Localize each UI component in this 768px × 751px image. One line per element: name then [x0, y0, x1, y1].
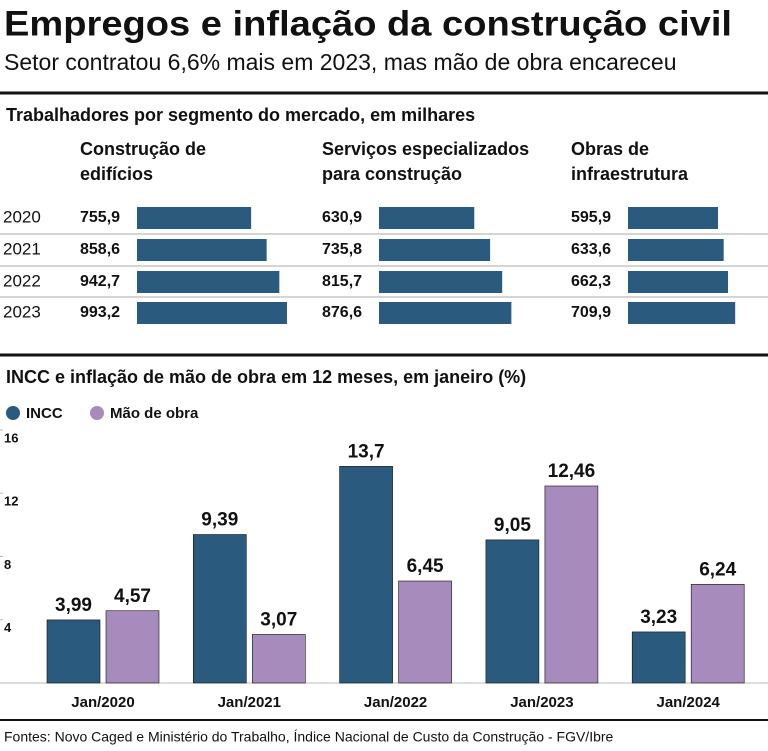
value-label: 993,2	[80, 304, 120, 321]
value-label: 633,6	[571, 241, 611, 258]
value-label: 630,9	[322, 209, 362, 226]
legend-label: INCC	[26, 405, 63, 422]
bar	[137, 207, 252, 229]
legend-label: Mão de obra	[110, 405, 199, 422]
row-label: 2022	[3, 271, 41, 290]
bar	[379, 239, 491, 261]
row-label: 2020	[3, 207, 41, 226]
value-label: 709,9	[571, 304, 611, 321]
value-label: 9,39	[201, 510, 238, 531]
bar	[137, 271, 280, 293]
value-label: 6,45	[407, 556, 444, 577]
bar	[485, 539, 540, 684]
value-label: 12,46	[548, 461, 596, 482]
value-label: 876,6	[322, 304, 362, 321]
x-tick-label: Jan/2022	[364, 694, 427, 711]
value-label: 735,8	[322, 241, 362, 258]
bar	[631, 631, 686, 684]
section-title: Trabalhadores por segmento do mercado, e…	[6, 105, 475, 125]
value-label: 942,7	[80, 273, 120, 290]
source: Fontes: Novo Caged e Ministério do Traba…	[4, 729, 614, 745]
legend-swatch	[90, 406, 104, 420]
value-label: 3,07	[260, 609, 297, 630]
value-label: 858,6	[80, 241, 120, 258]
page-title: Empregos e inflação da construção civil	[4, 4, 732, 43]
row-label: 2021	[3, 239, 41, 258]
x-tick-label: Jan/2024	[657, 694, 721, 711]
column-header: Construção de edifícios	[80, 139, 207, 184]
x-tick-label: Jan/2020	[71, 694, 134, 711]
x-tick-label: Jan/2023	[510, 694, 573, 711]
x-tick-label: Jan/2021	[218, 694, 281, 711]
value-label: 662,3	[571, 273, 611, 290]
bar	[137, 302, 287, 324]
bar	[105, 610, 160, 684]
bar	[628, 302, 736, 324]
legend-swatch	[6, 406, 20, 420]
bar	[690, 584, 745, 684]
value-label: 595,9	[571, 209, 611, 226]
bar	[628, 239, 724, 261]
bar	[252, 634, 306, 684]
y-tick-label: 4	[4, 620, 12, 635]
value-label: 6,24	[699, 559, 736, 580]
bar	[379, 207, 475, 229]
bar	[379, 302, 512, 324]
y-tick-label: 12	[4, 494, 18, 509]
value-label: 815,7	[322, 273, 362, 290]
section-title: INCC e inflação de mão de obra em 12 mes…	[6, 367, 526, 387]
column-header: Serviços especializados para construção	[322, 139, 530, 184]
value-label: 4,57	[114, 586, 151, 607]
value-label: 3,99	[55, 595, 92, 616]
row-label: 2023	[3, 302, 41, 321]
y-tick-label: 16	[4, 430, 18, 445]
y-tick-label: 8	[4, 557, 11, 572]
bar	[193, 534, 247, 684]
bar	[46, 619, 101, 684]
value-label: 9,05	[494, 515, 531, 536]
column-header: Obras de infraestrutura	[571, 139, 689, 184]
bar	[398, 580, 452, 684]
page-subtitle: Setor contratou 6,6% mais em 2023, mas m…	[4, 49, 676, 75]
value-label: 755,9	[80, 209, 120, 226]
bar	[628, 271, 729, 293]
bar	[379, 271, 503, 293]
bar	[339, 466, 393, 684]
bar	[544, 485, 599, 684]
value-label: 3,23	[640, 607, 677, 628]
value-label: 13,7	[348, 441, 385, 462]
bar	[137, 239, 267, 261]
bar	[628, 207, 718, 229]
